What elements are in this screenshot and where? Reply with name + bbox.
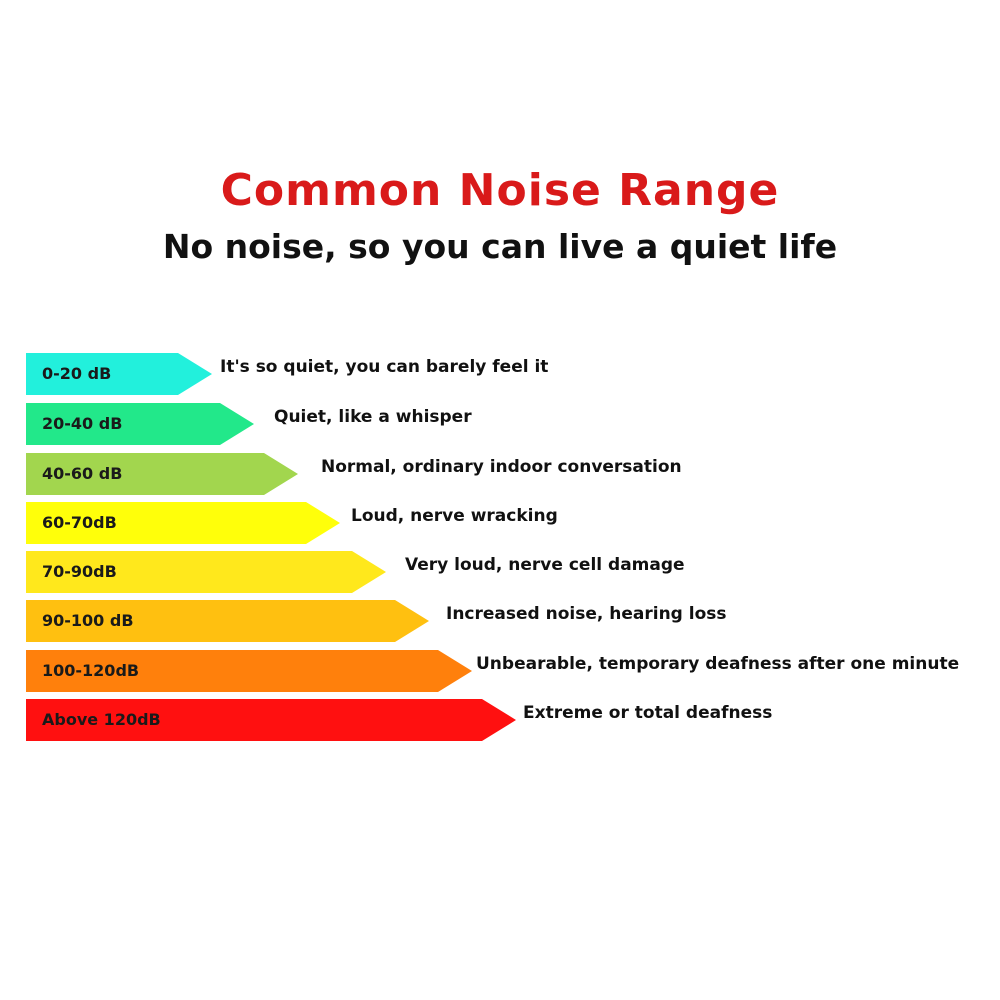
noise-level-row: 40-60 dB [26, 453, 298, 495]
level-range-label: 70-90dB [42, 562, 117, 581]
level-description: Quiet, like a whisper [274, 407, 472, 427]
level-arrow-shape [26, 551, 386, 593]
level-arrow-shape [26, 453, 298, 495]
level-range-label: 0-20 dB [42, 364, 112, 383]
level-arrow [26, 403, 254, 445]
level-arrow [26, 453, 298, 495]
level-arrow [26, 650, 472, 692]
level-arrow-shape [26, 403, 254, 445]
level-range-label: 40-60 dB [42, 464, 123, 483]
level-description: Unbearable, temporary deafness after one… [476, 654, 960, 674]
level-arrow-shape [26, 699, 516, 741]
level-arrow [26, 353, 212, 395]
level-arrow-shape [26, 600, 429, 642]
noise-level-row: 70-90dB [26, 551, 386, 593]
page-subtitle: No noise, so you can live a quiet life [162, 227, 838, 266]
level-arrow [26, 502, 340, 544]
level-range-label: 20-40 dB [42, 414, 123, 433]
noise-level-row: Above 120dB [26, 699, 516, 741]
level-description: It's so quiet, you can barely feel it [220, 357, 549, 377]
noise-level-row: 90-100 dB [26, 600, 429, 642]
noise-level-row: 100-120dB [26, 650, 472, 692]
level-range-label: 100-120dB [42, 661, 140, 680]
level-range-label: Above 120dB [42, 710, 161, 729]
noise-level-row: 60-70dB [26, 502, 340, 544]
level-arrow-shape [26, 353, 212, 395]
level-description: Extreme or total deafness [523, 703, 773, 723]
noise-level-row: 0-20 dB [26, 353, 212, 395]
level-arrow [26, 600, 429, 642]
level-description: Loud, nerve wracking [351, 506, 558, 526]
level-range-label: 60-70dB [42, 513, 117, 532]
page-title: Common Noise Range [220, 165, 780, 216]
level-arrow-shape [26, 502, 340, 544]
level-range-label: 90-100 dB [42, 611, 134, 630]
noise-level-row: 20-40 dB [26, 403, 254, 445]
level-arrow [26, 699, 516, 741]
level-description: Very loud, nerve cell damage [405, 555, 685, 575]
level-arrow-shape [26, 650, 472, 692]
level-description: Increased noise, hearing loss [446, 604, 727, 624]
level-arrow [26, 551, 386, 593]
level-description: Normal, ordinary indoor conversation [321, 457, 682, 477]
